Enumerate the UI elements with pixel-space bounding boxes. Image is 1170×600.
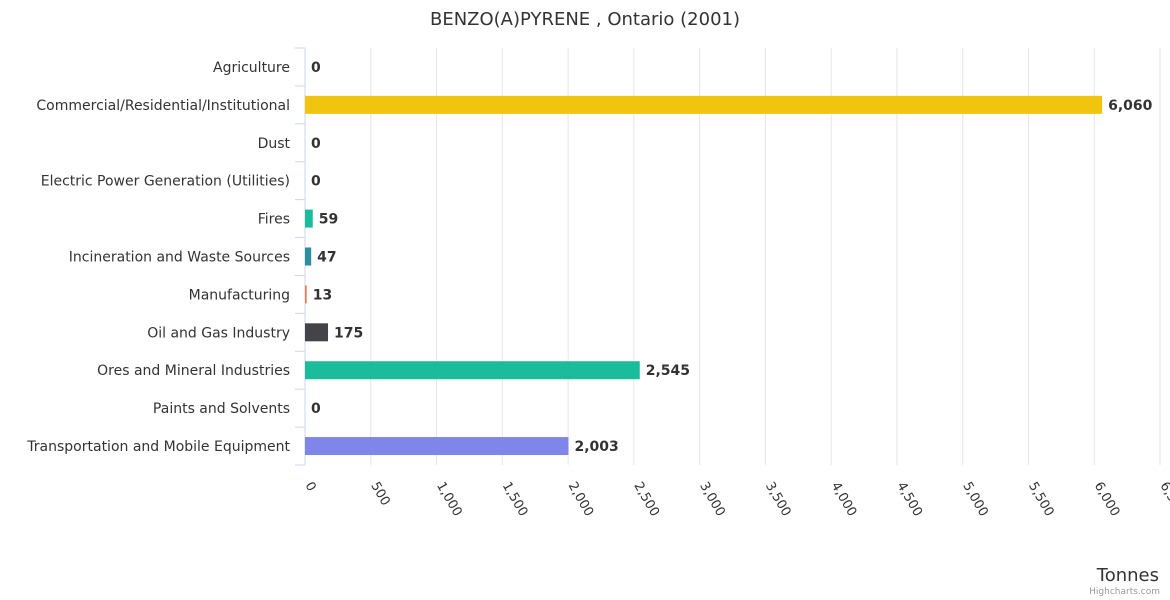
credits-link[interactable]: Highcharts.com (1089, 587, 1160, 597)
x-tick-label: 500 (367, 480, 392, 509)
x-tick-label: 4,500 (893, 480, 925, 520)
x-tick-label: 5,500 (1025, 480, 1057, 520)
bar (305, 437, 569, 456)
data-label: 0 (311, 60, 321, 76)
data-label: 2,545 (646, 363, 690, 379)
category-label: Agriculture (213, 60, 290, 76)
bar (305, 247, 312, 266)
data-label: 59 (319, 212, 338, 228)
data-label: 6,060 (1108, 98, 1153, 114)
category-label: Incineration and Waste Sources (69, 250, 290, 266)
bar (305, 323, 329, 342)
x-tick-label: 2,500 (630, 480, 662, 520)
category-label: Fires (258, 212, 290, 228)
category-label: Paints and Solvents (153, 401, 290, 417)
x-tick-label: 6,500 (1157, 480, 1170, 520)
bars (305, 95, 1103, 456)
category-label: Electric Power Generation (Utilities) (41, 174, 290, 190)
x-tick-label: 2,000 (565, 480, 597, 520)
category-labels: Agriculture 0 Commercial/Residential/Insti… (26, 60, 1152, 455)
x-tick-label: 6,000 (1091, 480, 1123, 520)
grid-lines (295, 47, 1161, 466)
category-label: Dust (258, 136, 291, 152)
category-label: Transportation and Mobile Equipment (26, 439, 290, 455)
data-label: 13 (313, 287, 332, 303)
x-tick-label: 5,000 (959, 480, 991, 520)
x-tick-label: 1,500 (499, 480, 531, 520)
bar (305, 285, 307, 304)
category-label: Manufacturing (189, 287, 290, 303)
chart-title: BENZO(A)PYRENE , Ontario (2001) (430, 9, 740, 30)
category-label: Oil and Gas Industry (147, 325, 290, 341)
data-label: 0 (311, 401, 321, 417)
x-tick-label: 3,000 (696, 480, 728, 520)
category-label: Ores and Mineral Industries (97, 363, 290, 379)
bar (305, 95, 1103, 114)
data-label: 0 (311, 136, 321, 152)
x-tick-label: 1,000 (433, 480, 465, 520)
x-axis-ticks: 0 500 1,000 1,500 2,000 2,500 3,000 3,500 4,000 4… (302, 480, 1170, 520)
bar (305, 361, 640, 380)
x-tick-label: 0 (302, 480, 319, 495)
x-axis-title: Tonnes (1096, 565, 1159, 586)
category-label: Commercial/Residential/Institutional (36, 98, 290, 114)
data-label: 175 (334, 325, 363, 341)
x-tick-label: 4,000 (828, 480, 860, 520)
data-label: 0 (311, 174, 321, 190)
data-label: 2,003 (574, 439, 618, 455)
data-label: 47 (317, 250, 336, 266)
bar (305, 209, 313, 228)
x-tick-label: 3,500 (762, 480, 794, 520)
